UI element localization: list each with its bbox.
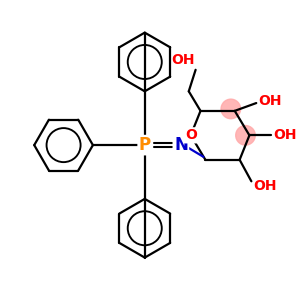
- Text: O: O: [185, 128, 197, 142]
- Text: OH: OH: [253, 179, 277, 193]
- Circle shape: [236, 125, 255, 145]
- Text: OH: OH: [258, 94, 282, 108]
- Text: OH: OH: [273, 128, 296, 142]
- Text: P: P: [139, 136, 151, 154]
- Circle shape: [221, 99, 241, 119]
- Text: N: N: [174, 136, 188, 154]
- Text: OH: OH: [171, 53, 195, 67]
